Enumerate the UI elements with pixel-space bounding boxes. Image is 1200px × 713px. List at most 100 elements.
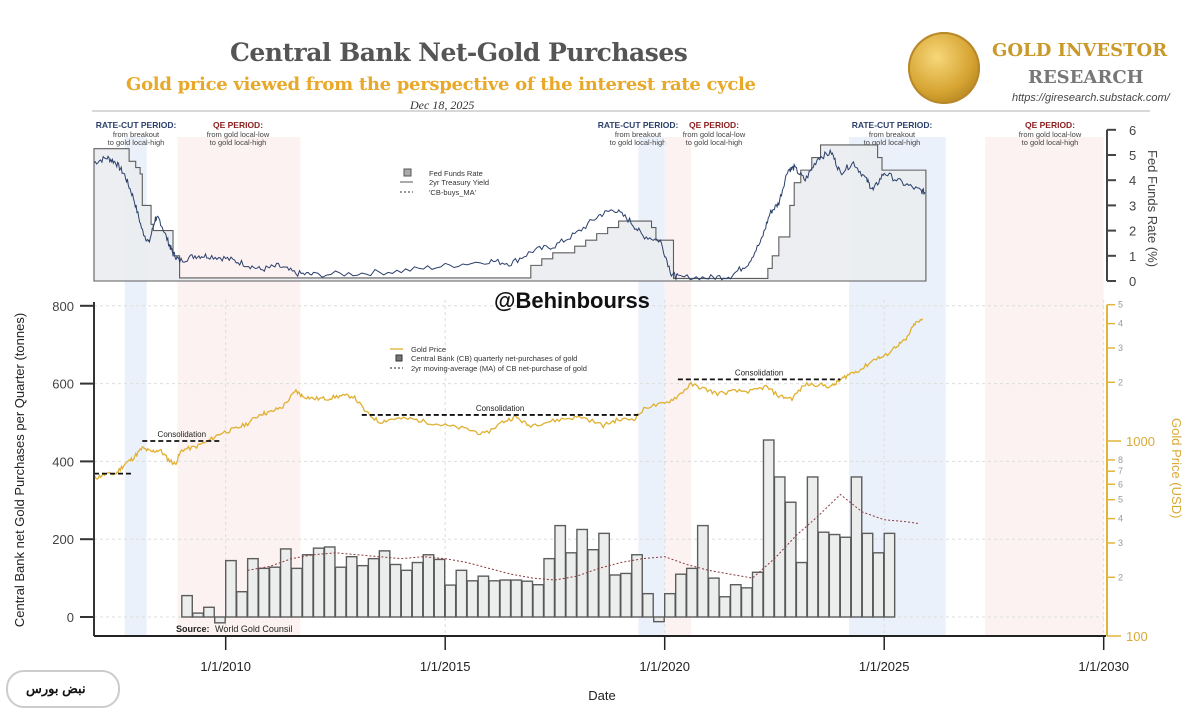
left-axis-tick-label: 0 bbox=[67, 610, 74, 625]
fed-funds-tick-label: 3 bbox=[1129, 198, 1136, 213]
cb-purchase-bar bbox=[511, 580, 521, 617]
gold-axis-tick-label: 5 bbox=[1118, 495, 1123, 505]
cb-purchase-bar bbox=[665, 594, 675, 617]
cb-purchase-bar bbox=[555, 526, 565, 617]
left-axis-tick-label: 800 bbox=[52, 299, 74, 314]
cb-purchase-bar bbox=[588, 550, 598, 617]
fed-funds-tick-label: 0 bbox=[1129, 274, 1136, 289]
gold-axis-tick-label: 8 bbox=[1118, 455, 1123, 465]
cb-purchase-bar bbox=[445, 585, 455, 617]
cb-purchase-bar bbox=[774, 477, 784, 617]
cb-purchase-bar bbox=[577, 529, 587, 617]
cb-purchase-bar bbox=[390, 564, 400, 617]
fed-funds-axis-title: Fed Funds Rate (%) bbox=[1145, 150, 1160, 267]
fed-funds-tick-label: 2 bbox=[1129, 224, 1136, 239]
gold-axis-tick-label: 4 bbox=[1118, 514, 1123, 524]
cb-purchase-bar bbox=[292, 568, 302, 617]
x-axis-title: Date bbox=[588, 688, 615, 703]
cb-purchase-bar bbox=[226, 561, 236, 617]
cb-purchase-bar bbox=[467, 581, 477, 617]
cb-purchase-bar bbox=[478, 576, 488, 617]
cb-purchase-bar bbox=[357, 566, 367, 617]
cb-purchase-bar bbox=[676, 574, 686, 617]
legend-fed-funds-swatch bbox=[404, 169, 411, 176]
cb-purchase-bar bbox=[687, 568, 697, 617]
cb-purchase-bar bbox=[632, 555, 642, 617]
fed-funds-tick-label: 6 bbox=[1129, 123, 1136, 138]
watermark-text: @Behinbourss bbox=[494, 288, 650, 314]
cb-purchase-bar bbox=[720, 597, 730, 617]
cb-purchase-bar bbox=[731, 585, 741, 617]
gold-axis-tick-label: 2 bbox=[1118, 572, 1123, 582]
footer-logo-badge: نبض بورس bbox=[6, 670, 120, 708]
left-axis-tick-label: 400 bbox=[52, 454, 74, 469]
consolidation-label: Consolidation bbox=[476, 404, 524, 413]
consolidation-label: Consolidation bbox=[735, 368, 783, 377]
cb-purchase-bar bbox=[456, 570, 466, 617]
left-axis-tick-label: 600 bbox=[52, 377, 74, 392]
gold-axis-tick-label: 6 bbox=[1118, 479, 1123, 489]
legend-ma-label: 2yr moving-average (MA) of CB net-purcha… bbox=[411, 364, 587, 373]
x-axis-tick-label: 1/1/2030 bbox=[1078, 659, 1129, 674]
period-label-title: RATE-CUT PERIOD: bbox=[598, 120, 679, 130]
gold-axis-title: Gold Price (USD) bbox=[1169, 418, 1184, 518]
period-band-qe bbox=[665, 137, 691, 637]
gold-axis-tick-label: 3 bbox=[1118, 538, 1123, 548]
cb-purchase-bar bbox=[829, 535, 839, 617]
cb-purchase-bar bbox=[335, 567, 345, 617]
cb-purchase-bar bbox=[248, 559, 258, 617]
gold-axis-tick-label: 2 bbox=[1118, 377, 1123, 387]
period-label-title: RATE-CUT PERIOD: bbox=[852, 120, 933, 130]
cb-purchase-bar bbox=[270, 567, 280, 617]
gold-axis-tick-label: 100 bbox=[1126, 629, 1148, 644]
cb-purchase-bar bbox=[643, 594, 653, 617]
cb-purchase-bar bbox=[544, 559, 554, 617]
legend-treasury-label: 2yr Treasury Yield bbox=[429, 178, 489, 187]
cb-purchase-bar bbox=[324, 547, 334, 617]
period-label-title: RATE-CUT PERIOD: bbox=[96, 120, 177, 130]
gold-axis-tick-label: 7 bbox=[1118, 466, 1123, 476]
period-label-line2: to gold local-high bbox=[1022, 138, 1079, 147]
cb-purchase-bar bbox=[489, 581, 499, 617]
fed-funds-tick-label: 1 bbox=[1129, 249, 1136, 264]
cb-purchase-bar bbox=[314, 548, 324, 617]
gold-axis-tick-label: 4 bbox=[1118, 319, 1123, 329]
cb-purchase-bar bbox=[401, 570, 411, 617]
consolidation-label: Consolidation bbox=[158, 430, 206, 439]
period-label-title: QE PERIOD: bbox=[213, 120, 263, 130]
cb-purchase-bar bbox=[796, 563, 806, 617]
footer-logo-text: نبض بورس bbox=[26, 681, 86, 697]
source-label: Source: bbox=[176, 624, 210, 634]
gold-axis-tick-label: 5 bbox=[1118, 300, 1123, 310]
legend-cb-bar-label: Central Bank (CB) quarterly net-purchase… bbox=[411, 354, 577, 363]
cb-purchase-bar bbox=[753, 572, 763, 617]
cb-purchase-bar bbox=[599, 533, 609, 617]
legend-gold-label: Gold Price bbox=[411, 345, 446, 354]
legend-cbma-label: 'CB-buys_MA' bbox=[429, 188, 477, 197]
cb-purchase-bar bbox=[281, 549, 291, 617]
fed-funds-tick-label: 4 bbox=[1129, 173, 1136, 188]
cb-purchase-bar bbox=[709, 578, 719, 617]
cb-purchase-bar bbox=[412, 563, 422, 617]
cb-purchase-bar bbox=[785, 502, 795, 617]
cb-purchase-bar bbox=[884, 533, 894, 617]
cb-purchase-bar bbox=[182, 596, 192, 617]
period-band-qe bbox=[985, 137, 1104, 637]
cb-purchase-bar bbox=[379, 551, 389, 617]
period-label-title: QE PERIOD: bbox=[689, 120, 739, 130]
cb-purchase-bar bbox=[193, 613, 203, 617]
cb-purchase-bar bbox=[807, 477, 817, 617]
cb-purchase-bar bbox=[654, 617, 664, 622]
cb-purchase-bar bbox=[873, 553, 883, 617]
period-label-line2: to gold local-high bbox=[210, 138, 267, 147]
cb-purchase-bar bbox=[215, 617, 225, 623]
cb-purchase-bar bbox=[621, 573, 631, 617]
cb-purchase-bar bbox=[434, 559, 444, 617]
gold-axis-tick-label: 1000 bbox=[1126, 434, 1155, 449]
cb-purchase-bar bbox=[742, 588, 752, 617]
legend-fed-funds-label: Fed Funds Rate bbox=[429, 169, 483, 178]
cb-purchase-bar bbox=[423, 555, 433, 617]
period-label-line2: to gold local-high bbox=[686, 138, 743, 147]
cb-purchase-bar bbox=[862, 533, 872, 617]
x-axis-tick-label: 1/1/2020 bbox=[639, 659, 690, 674]
